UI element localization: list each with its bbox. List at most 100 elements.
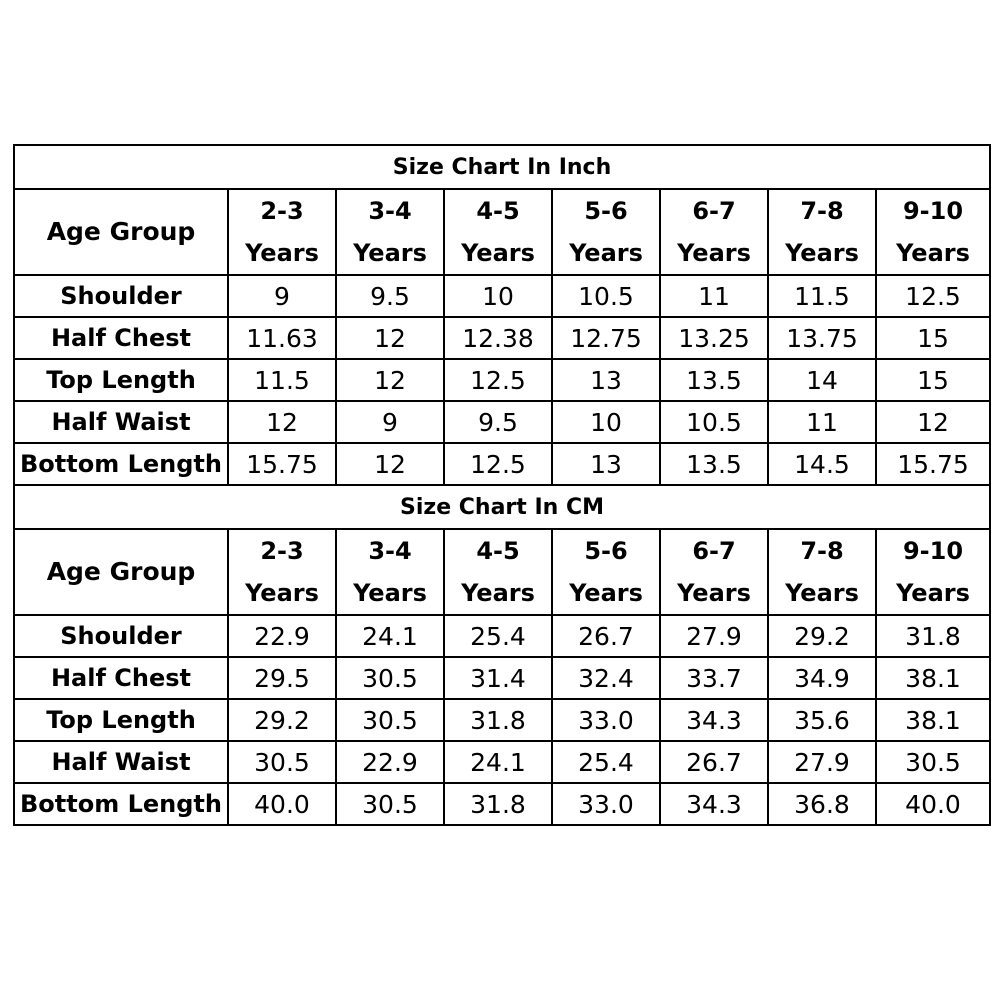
inch-section-header-row: Age Group 2-3 Years 3-4 Years 4-5 Years 5-6 Year… — [13, 188, 992, 276]
measurement-value: 12.75 — [551, 316, 661, 360]
measurement-value: 38.1 — [874, 656, 992, 700]
measurement-value: 14 — [767, 358, 877, 402]
measurement-label: Shoulder — [13, 614, 229, 658]
age-range: 3-4 — [368, 197, 412, 225]
age-range: 9-10 — [902, 537, 964, 565]
measurement-label: Top Length — [13, 698, 229, 742]
cm-section-title: Size Chart In CM — [12, 484, 992, 530]
measurement-value: 13.25 — [659, 316, 769, 360]
measurement-label: Half Chest — [13, 316, 229, 360]
measurement-value: 24.1 — [443, 740, 553, 784]
measurement-value: 12 — [227, 400, 337, 444]
table-row: Bottom Length 40.0 30.5 31.8 33.0 34.3 36.8 40.… — [13, 782, 992, 826]
measurement-value: 13.5 — [659, 358, 769, 402]
age-unit: Years — [461, 579, 535, 607]
inch-section-title: Size Chart In Inch — [12, 144, 992, 190]
measurement-value: 12 — [874, 400, 992, 444]
measurement-value: 25.4 — [443, 614, 553, 658]
measurement-value: 40.0 — [227, 782, 337, 826]
measurement-value: 27.9 — [767, 740, 877, 784]
measurement-value: 31.8 — [443, 782, 553, 826]
age-column-header: 9-10 Years — [874, 528, 992, 616]
measurement-value: 11.5 — [767, 274, 877, 318]
age-unit: Years — [353, 579, 427, 607]
measurement-value: 33.0 — [551, 782, 661, 826]
measurement-value: 9 — [227, 274, 337, 318]
table-row: Top Length 29.2 30.5 31.8 33.0 34.3 35.6 38.1 — [13, 698, 992, 742]
age-range: 9-10 — [902, 197, 964, 225]
measurement-value: 34.3 — [659, 782, 769, 826]
age-column-header: 3-4 Years — [335, 528, 445, 616]
measurement-value: 31.8 — [874, 614, 992, 658]
measurement-value: 31.8 — [443, 698, 553, 742]
measurement-value: 22.9 — [335, 740, 445, 784]
age-group-header: Age Group — [13, 528, 229, 616]
measurement-label: Half Waist — [13, 740, 229, 784]
measurement-value: 30.5 — [335, 656, 445, 700]
measurement-value: 12 — [335, 442, 445, 486]
measurement-value: 26.7 — [551, 614, 661, 658]
measurement-value: 35.6 — [767, 698, 877, 742]
measurement-value: 13.5 — [659, 442, 769, 486]
measurement-value: 12.5 — [443, 442, 553, 486]
age-range: 7-8 — [800, 197, 844, 225]
measurement-value: 12.5 — [443, 358, 553, 402]
measurement-value: 15.75 — [227, 442, 337, 486]
inch-section-title-row: Size Chart In Inch — [12, 144, 992, 190]
age-column-header: 6-7 Years — [659, 528, 769, 616]
measurement-value: 13 — [551, 358, 661, 402]
measurement-value: 11 — [767, 400, 877, 444]
measurement-value: 10 — [551, 400, 661, 444]
table-row: Bottom Length 15.75 12 12.5 13 13.5 14.5 15.75 — [13, 442, 992, 486]
measurement-label: Bottom Length — [13, 442, 229, 486]
measurement-value: 29.5 — [227, 656, 337, 700]
measurement-value: 26.7 — [659, 740, 769, 784]
measurement-value: 36.8 — [767, 782, 877, 826]
measurement-value: 13 — [551, 442, 661, 486]
measurement-value: 34.3 — [659, 698, 769, 742]
age-column-header: 4-5 Years — [443, 528, 553, 616]
measurement-value: 27.9 — [659, 614, 769, 658]
age-column-header: 7-8 Years — [767, 528, 877, 616]
measurement-value: 12 — [335, 358, 445, 402]
measurement-value: 11.63 — [227, 316, 337, 360]
measurement-value: 31.4 — [443, 656, 553, 700]
table-row: Shoulder 22.9 24.1 25.4 26.7 27.9 29.2 31.8 — [13, 614, 992, 658]
age-range: 2-3 — [260, 537, 304, 565]
measurement-value: 13.75 — [767, 316, 877, 360]
age-column-header: 5-6 Years — [551, 528, 661, 616]
age-column-header: 2-3 Years — [227, 188, 337, 276]
measurement-value: 12.5 — [874, 274, 992, 318]
measurement-value: 38.1 — [874, 698, 992, 742]
measurement-value: 25.4 — [551, 740, 661, 784]
measurement-value: 9.5 — [443, 400, 553, 444]
measurement-value: 33.0 — [551, 698, 661, 742]
age-unit: Years — [245, 239, 319, 267]
measurement-value: 9.5 — [335, 274, 445, 318]
age-range: 5-6 — [584, 197, 628, 225]
age-range: 7-8 — [800, 537, 844, 565]
measurement-value: 40.0 — [874, 782, 992, 826]
age-unit: Years — [677, 239, 751, 267]
age-unit: Years — [245, 579, 319, 607]
measurement-value: 14.5 — [767, 442, 877, 486]
measurement-label: Bottom Length — [13, 782, 229, 826]
table-row: Top Length 11.5 12 12.5 13 13.5 14 15 — [13, 358, 992, 402]
size-chart: Size Chart In Inch Age Group 2-3 Years 3-4 Ye… — [12, 144, 992, 826]
measurement-value: 11.5 — [227, 358, 337, 402]
table-row: Shoulder 9 9.5 10 10.5 11 11.5 12.5 — [13, 274, 992, 318]
age-column-header: 3-4 Years — [335, 188, 445, 276]
measurement-value: 29.2 — [767, 614, 877, 658]
measurement-value: 33.7 — [659, 656, 769, 700]
age-column-header: 4-5 Years — [443, 188, 553, 276]
cm-section-title-row: Size Chart In CM — [12, 484, 992, 530]
measurement-value: 24.1 — [335, 614, 445, 658]
age-unit: Years — [785, 239, 859, 267]
measurement-value: 12.38 — [443, 316, 553, 360]
measurement-value: 11 — [659, 274, 769, 318]
measurement-value: 22.9 — [227, 614, 337, 658]
age-column-header: 9-10 Years — [874, 188, 992, 276]
measurement-value: 15 — [874, 316, 992, 360]
table-row: Half Chest 29.5 30.5 31.4 32.4 33.7 34.9 38.1 — [13, 656, 992, 700]
measurement-value: 29.2 — [227, 698, 337, 742]
